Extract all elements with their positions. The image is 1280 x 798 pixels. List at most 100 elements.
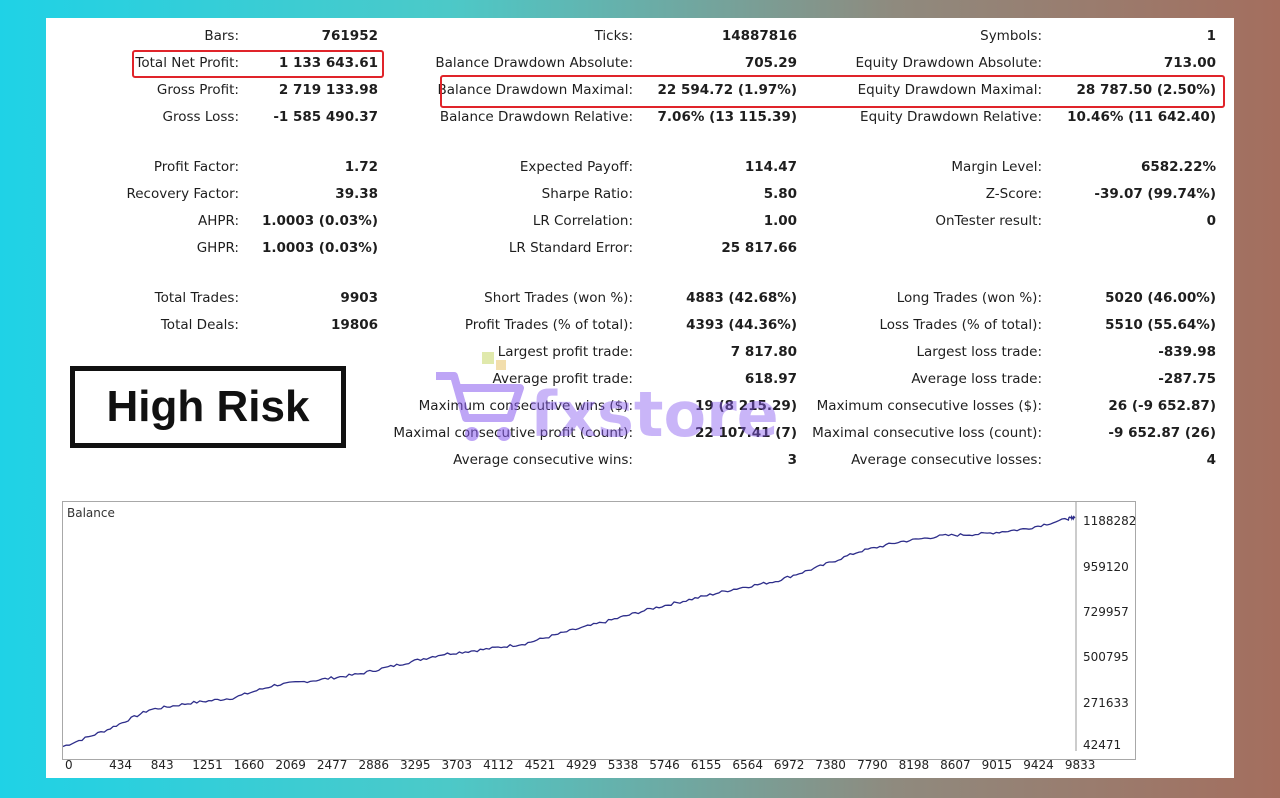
col3-label-5: Z-Score: <box>985 186 1042 202</box>
col3-label-6: OnTester result: <box>935 213 1042 229</box>
high-risk-badge: High Risk <box>70 366 346 448</box>
col1-label-8: Total Trades: <box>154 290 239 306</box>
x-tick-label: 8607 <box>940 758 971 772</box>
col2-value-4: 114.47 <box>744 159 797 175</box>
col1-value-6: 1.0003 (0.03%) <box>262 213 378 229</box>
col3-value-8: 5510 (55.64%) <box>1105 317 1216 333</box>
col2-value-3: 7.06% (13 115.39) <box>657 109 797 125</box>
col1-label-4: Profit Factor: <box>153 159 239 175</box>
col1-value-3: -1 585 490.37 <box>273 109 378 125</box>
col3-label-13: Average consecutive losses: <box>851 452 1042 468</box>
x-tick-label: 3295 <box>400 758 431 772</box>
col1-value-1: 1 133 643.61 <box>278 55 378 71</box>
col2-label-1: Balance Drawdown Absolute: <box>435 55 633 71</box>
col1-value-4: 1.72 <box>344 159 378 175</box>
col1-label-2: Gross Profit: <box>156 82 239 98</box>
col2-label-2: Balance Drawdown Maximal: <box>437 82 634 98</box>
col1-label-7: GHPR: <box>196 240 239 256</box>
col1-label-3: Gross Loss: <box>162 109 240 125</box>
col2-value-10: 7 817.80 <box>730 344 797 360</box>
x-tick-label: 5338 <box>607 758 639 772</box>
x-tick-label: 434 <box>109 758 133 772</box>
col3-label-10: Average loss trade: <box>911 371 1042 387</box>
x-tick-label: 1660 <box>233 758 265 772</box>
balance-plot <box>63 502 1077 751</box>
x-tick-label: 1251 <box>192 758 223 772</box>
col1-value-9: 19806 <box>331 317 378 333</box>
col3-value-12: -9 652.87 (26) <box>1108 425 1216 441</box>
highlight-drawdown-maximal <box>440 75 1225 108</box>
x-tick-label: 4112 <box>483 758 514 772</box>
col3-label-9: Largest loss trade: <box>916 344 1042 360</box>
col3-value-5: -39.07 (99.74%) <box>1094 186 1216 202</box>
col3-label-8: Loss Trades (% of total): <box>879 317 1042 333</box>
x-tick-label: 8198 <box>898 758 930 772</box>
col3-label-12: Maximal consecutive loss (count): <box>812 425 1042 441</box>
col2-value-5: 5.80 <box>763 186 797 202</box>
col3-value-11: 26 (-9 652.87) <box>1108 398 1216 414</box>
y-tick-label: 42471 <box>1083 738 1122 752</box>
col3-value-7: 5020 (46.00%) <box>1105 290 1216 306</box>
y-tick-label: 959120 <box>1083 559 1129 574</box>
col3-label-11: Maximum consecutive losses ($): <box>816 398 1042 414</box>
x-tick-label: 9015 <box>981 758 1013 772</box>
y-tick-label: 729957 <box>1083 604 1129 619</box>
col2-value-1: 705.29 <box>744 55 797 71</box>
col2-value-7: 25 817.66 <box>721 240 797 256</box>
x-tick-label: 6155 <box>690 758 722 772</box>
col1-label-5: Recovery Factor: <box>126 186 239 202</box>
col2-label-0: Ticks: <box>594 28 633 44</box>
col2-label-11: Average profit trade: <box>492 371 633 387</box>
col1-value-8: 9903 <box>340 290 378 306</box>
col2-label-3: Balance Drawdown Relative: <box>439 109 633 125</box>
x-tick-label: 7380 <box>815 758 846 772</box>
y-tick-label: 271633 <box>1083 695 1129 710</box>
col3-value-2: 28 787.50 (2.50%) <box>1076 82 1216 98</box>
col3-label-2: Equity Drawdown Maximal: <box>857 82 1042 98</box>
col2-label-6: LR Correlation: <box>532 213 633 229</box>
balance-series-line <box>63 514 1076 748</box>
col3-value-1: 713.00 <box>1163 55 1216 71</box>
chart-title: Balance <box>67 506 115 520</box>
col2-label-7: LR Standard Error: <box>508 240 633 256</box>
col3-label-0: Symbols: <box>980 28 1042 44</box>
col2-label-4: Expected Payoff: <box>519 159 633 175</box>
col3-value-3: 10.46% (11 642.40) <box>1067 109 1216 125</box>
col2-value-6: 1.00 <box>763 213 797 229</box>
col2-value-9: 4393 (44.36%) <box>686 317 797 333</box>
x-tick-label: 9833 <box>1064 758 1096 772</box>
col1-value-7: 1.0003 (0.03%) <box>262 240 378 256</box>
x-tick-label: 843 <box>150 758 174 772</box>
col2-label-8: Short Trades (won %): <box>484 290 633 306</box>
col2-value-2: 22 594.72 (1.97%) <box>657 82 797 98</box>
col2-label-5: Sharpe Ratio: <box>541 186 633 202</box>
x-tick-label: 5746 <box>649 758 680 772</box>
col1-label-9: Total Deals: <box>160 317 239 333</box>
col1-value-5: 39.38 <box>335 186 378 202</box>
report-panel: Bars: 761952 Total Net Profit: 1 133 643.61… <box>46 18 1234 778</box>
col2-value-0: 14887816 <box>721 28 797 44</box>
col3-value-9: -839.98 <box>1158 344 1216 360</box>
col2-value-12: 19 (8 215.29) <box>694 398 797 414</box>
col3-label-1: Equity Drawdown Absolute: <box>855 55 1042 71</box>
col2-label-13: Maximal consecutive profit (count): <box>393 425 633 441</box>
col2-value-13: 22 107.41 (7) <box>694 425 797 441</box>
col2-value-8: 4883 (42.68%) <box>686 290 797 306</box>
x-tick-label: 9424 <box>1023 758 1054 772</box>
col1-label-1: Total Net Profit: <box>135 55 239 71</box>
col3-value-13: 4 <box>1206 452 1216 468</box>
col3-value-6: 0 <box>1206 213 1216 229</box>
x-tick-label: 6972 <box>773 758 805 772</box>
x-tick-label: 3703 <box>441 758 473 772</box>
col3-value-0: 1 <box>1206 28 1216 44</box>
col3-label-3: Equity Drawdown Relative: <box>860 109 1042 125</box>
col2-value-11: 618.97 <box>744 371 797 387</box>
col3-value-4: 6582.22% <box>1140 159 1216 175</box>
x-tick-label: 2886 <box>358 758 389 772</box>
col1-value-2: 2 719 133.98 <box>278 82 378 98</box>
col2-label-14: Average consecutive wins: <box>453 452 633 468</box>
x-tick-label: 4929 <box>566 758 597 772</box>
col3-label-7: Long Trades (won %): <box>896 290 1042 306</box>
col2-label-9: Profit Trades (% of total): <box>464 317 633 333</box>
x-tick-label: 0 <box>65 758 73 772</box>
